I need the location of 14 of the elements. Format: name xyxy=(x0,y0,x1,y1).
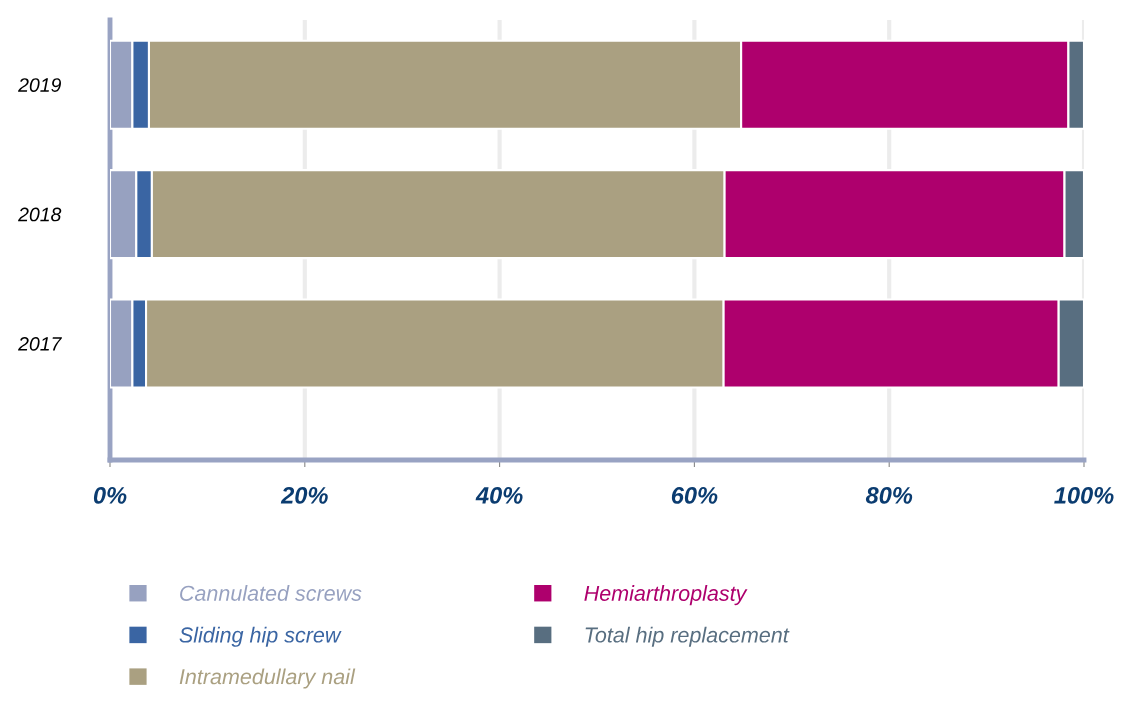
x-tick-label: 60% xyxy=(671,487,718,504)
legend-label: Hemiarthroplasty xyxy=(584,585,748,606)
x-tick-label: 20% xyxy=(280,487,328,504)
x-tick-label: 0% xyxy=(93,487,127,504)
x-tick-label: 40% xyxy=(475,487,523,504)
legend-label: Total hip replacement xyxy=(585,626,790,647)
y-tick-label: 2019 xyxy=(18,78,61,92)
legend-label: Cannulated screws xyxy=(180,585,362,601)
legend-label: Intramedullary nail xyxy=(179,668,356,689)
y-tick-label: 2017 xyxy=(18,337,62,351)
y-tick-label: 2018 xyxy=(18,207,62,222)
x-tick-label: 80% xyxy=(865,487,913,504)
x-tick-label: 100% xyxy=(1054,487,1114,504)
legend-label: Sliding hip screw xyxy=(179,626,342,647)
